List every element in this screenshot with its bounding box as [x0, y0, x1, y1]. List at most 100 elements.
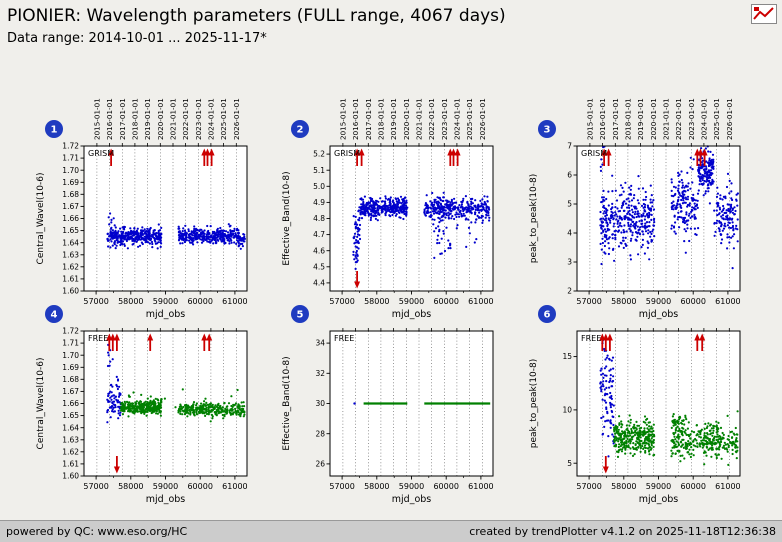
chart-6-free-cell[interactable]: FREE 57000 58000 59000 60000 61000 5 10 15 peak_t…	[521, 304, 773, 520]
chart-1-canvas: 2015-01-01 2016-01-01 2017-01-01 2018-01-01…	[36, 98, 248, 320]
svg-text:FREE: FREE	[334, 334, 354, 343]
chart-5-canvas: FREE 57000 58000 59000 60000 61000 26 28 30 32 34 E…	[282, 305, 494, 505]
svg-text:1.72: 1.72	[62, 142, 79, 151]
svg-text:4.6: 4.6	[313, 246, 325, 255]
svg-text:Central_Wavel(10-6): Central_Wavel(10-6)	[36, 358, 46, 450]
svg-text:5.2: 5.2	[313, 150, 325, 159]
svg-text:60000: 60000	[433, 482, 458, 491]
svg-text:2019-01-01: 2019-01-01	[143, 98, 152, 140]
svg-text:26: 26	[315, 460, 325, 469]
svg-text:2016-01-01: 2016-01-01	[105, 98, 114, 140]
svg-text:2023-01-01: 2023-01-01	[194, 98, 203, 140]
svg-text:1.65: 1.65	[62, 226, 79, 235]
svg-text:58000: 58000	[118, 482, 143, 491]
svg-text:57000: 57000	[329, 297, 354, 306]
page-title: PIONIER: Wavelength parameters (FULL ran…	[7, 6, 506, 26]
svg-text:2017-01-01: 2017-01-01	[118, 98, 127, 140]
svg-text:2015-01-01: 2015-01-01	[92, 98, 101, 140]
svg-text:1.60: 1.60	[62, 287, 79, 296]
svg-text:1.66: 1.66	[62, 214, 79, 223]
svg-text:58000: 58000	[611, 482, 636, 491]
svg-text:5.0: 5.0	[313, 182, 325, 191]
svg-text:1.70: 1.70	[62, 166, 79, 175]
svg-text:2017-01-01: 2017-01-01	[364, 98, 373, 140]
svg-text:mjd_obs: mjd_obs	[146, 309, 186, 320]
svg-text:mjd_obs: mjd_obs	[392, 309, 432, 320]
svg-text:2020-01-01: 2020-01-01	[649, 98, 658, 140]
chart-6-canvas: FREE 57000 58000 59000 60000 61000 5 10 15 peak_t…	[529, 305, 741, 505]
svg-text:2024-01-01: 2024-01-01	[699, 98, 708, 140]
svg-text:59000: 59000	[399, 482, 424, 491]
chart-5-free-cell[interactable]: FREE 57000 58000 59000 60000 61000 26 28 30 32 34 E…	[274, 304, 526, 520]
svg-text:1.65: 1.65	[62, 411, 79, 420]
chart-2-canvas: 2015-01-01 2016-01-01 2017-01-01 2018-01-01…	[282, 98, 494, 320]
svg-text:peak_to_peak(10-8): peak_to_peak(10-8)	[529, 174, 539, 263]
svg-text:4.4: 4.4	[313, 279, 325, 288]
svg-text:1.60: 1.60	[62, 472, 79, 481]
svg-text:5: 5	[567, 459, 572, 468]
plots-grid: 2015-01-01 2016-01-01 2017-01-01 2018-01-01…	[28, 78, 773, 520]
svg-text:5.1: 5.1	[313, 166, 325, 175]
svg-text:peak_to_peak(10-8): peak_to_peak(10-8)	[529, 359, 539, 448]
svg-text:4: 4	[567, 229, 572, 238]
svg-text:4.9: 4.9	[313, 198, 325, 207]
svg-text:61000: 61000	[715, 297, 740, 306]
svg-text:57000: 57000	[329, 482, 354, 491]
svg-text:59000: 59000	[646, 297, 671, 306]
svg-text:5: 5	[297, 310, 304, 321]
svg-text:4.8: 4.8	[313, 214, 325, 223]
svg-text:10: 10	[562, 406, 572, 415]
chart-1-grism-cell[interactable]: 2015-01-01 2016-01-01 2017-01-01 2018-01-01…	[28, 78, 280, 326]
svg-text:2018-01-01: 2018-01-01	[623, 98, 632, 140]
svg-text:2: 2	[567, 287, 572, 296]
svg-text:1.72: 1.72	[62, 327, 79, 336]
svg-text:57000: 57000	[576, 297, 601, 306]
svg-text:2023-01-01: 2023-01-01	[687, 98, 696, 140]
svg-text:2018-01-01: 2018-01-01	[130, 98, 139, 140]
svg-text:2025-01-01: 2025-01-01	[465, 98, 474, 140]
svg-text:Effective_Band(10-8): Effective_Band(10-8)	[282, 171, 292, 265]
svg-text:61000: 61000	[715, 482, 740, 491]
svg-text:mjd_obs: mjd_obs	[146, 494, 186, 505]
svg-text:2015-01-01: 2015-01-01	[585, 98, 594, 140]
svg-text:2025-01-01: 2025-01-01	[219, 98, 228, 140]
svg-text:mjd_obs: mjd_obs	[639, 494, 679, 505]
svg-text:1.63: 1.63	[62, 435, 79, 444]
svg-text:2022-01-01: 2022-01-01	[181, 98, 190, 140]
report-logo-icon	[751, 4, 777, 28]
svg-text:mjd_obs: mjd_obs	[392, 494, 432, 505]
svg-text:61000: 61000	[222, 297, 247, 306]
svg-text:32: 32	[315, 369, 325, 378]
svg-text:58000: 58000	[611, 297, 636, 306]
svg-text:7: 7	[567, 142, 572, 151]
svg-text:1.70: 1.70	[62, 351, 79, 360]
svg-text:60000: 60000	[680, 482, 705, 491]
svg-text:60000: 60000	[433, 297, 458, 306]
chart-3-grism-cell[interactable]: 2015-01-01 2016-01-01 2017-01-01 2018-01-01…	[521, 78, 773, 326]
svg-text:61000: 61000	[222, 482, 247, 491]
svg-text:2026-01-01: 2026-01-01	[725, 98, 734, 140]
chart-2-grism-cell[interactable]: 2015-01-01 2016-01-01 2017-01-01 2018-01-01…	[274, 78, 526, 326]
svg-text:4: 4	[51, 310, 58, 321]
svg-text:58000: 58000	[118, 297, 143, 306]
svg-text:3: 3	[544, 125, 551, 136]
svg-text:59000: 59000	[399, 297, 424, 306]
svg-text:15: 15	[562, 352, 572, 361]
svg-text:57000: 57000	[83, 482, 108, 491]
svg-text:mjd_obs: mjd_obs	[639, 309, 679, 320]
svg-text:1.71: 1.71	[62, 154, 79, 163]
svg-text:2019-01-01: 2019-01-01	[389, 98, 398, 140]
chart-4-free-cell[interactable]: FREE 57000 58000 59000 60000 61000 1.60 1.61 1.6…	[28, 304, 280, 520]
svg-text:5: 5	[567, 200, 572, 209]
svg-text:GRISM: GRISM	[581, 149, 607, 158]
svg-text:28: 28	[315, 429, 325, 438]
data-range-subtitle: Data range: 2014-10-01 ... 2025-11-17*	[7, 31, 267, 46]
svg-text:60000: 60000	[187, 297, 212, 306]
chart-3-canvas: 2015-01-01 2016-01-01 2017-01-01 2018-01-01…	[529, 98, 741, 320]
footer-bar: powered by QC: www.eso.org/HC created by…	[0, 520, 782, 542]
svg-text:58000: 58000	[364, 297, 389, 306]
svg-text:1.69: 1.69	[62, 363, 79, 372]
svg-text:2026-01-01: 2026-01-01	[478, 98, 487, 140]
svg-text:61000: 61000	[468, 482, 493, 491]
